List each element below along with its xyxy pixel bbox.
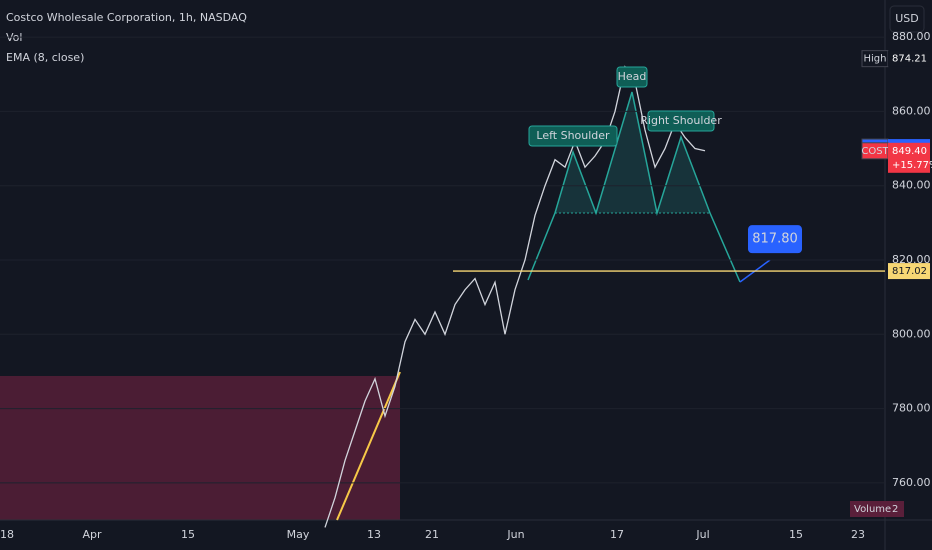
volume-label: Volume (854, 504, 891, 515)
tag-name: COST (861, 146, 889, 157)
x-tick-label: 18 (0, 528, 14, 541)
target-label: 817.80 (752, 232, 798, 247)
y-tick-label: 820.00 (892, 253, 931, 266)
price-tag-label: 849.40 (892, 146, 927, 157)
price-tag (888, 263, 930, 280)
y-tick-label: 800.00 (892, 327, 931, 340)
target-box (748, 225, 802, 254)
annotation: Head (618, 70, 647, 83)
currency-box[interactable] (889, 5, 925, 33)
trend-line (336, 371, 401, 521)
x-tick-label: Jul (695, 528, 709, 541)
price-tag (888, 50, 930, 67)
y-tick-label: 760.00 (892, 476, 931, 489)
pattern (555, 152, 596, 213)
y-tick-label: 840.00 (892, 179, 931, 192)
annotation-box (616, 66, 648, 88)
y-tick-label: 780.00 (892, 402, 931, 415)
ema: EMA (8, close) (6, 51, 84, 64)
x-tick-label: May (287, 528, 310, 541)
price-tag-label: 817.02 (892, 266, 927, 277)
x-tick-label: 17 (610, 528, 624, 541)
x-tick-label: Apr (82, 528, 102, 541)
volume-count: 2 (892, 504, 898, 515)
x-tick-label: 23 (851, 528, 865, 541)
x-tick-label: 21 (425, 528, 439, 541)
currency[interactable]: USD (895, 12, 919, 25)
price-tag-label: 874.21 (892, 54, 927, 65)
x-tick-label: 15 (789, 528, 803, 541)
price-line (324, 65, 706, 528)
annotation-box (528, 125, 618, 147)
price-change: +15.77% (892, 160, 932, 171)
pattern-line (527, 91, 741, 283)
annotation: Right Shoulder (640, 114, 722, 127)
annotation-box (647, 110, 715, 132)
y-tick-label: 860.00 (892, 104, 931, 117)
pattern (657, 137, 710, 213)
price-tag (888, 142, 930, 173)
zone (0, 376, 400, 520)
y-tick-label: 880.00 (892, 30, 931, 43)
x-tick-label: 13 (367, 528, 381, 541)
annotation: Left Shoulder (536, 129, 610, 142)
tag-name: High (864, 54, 887, 65)
pattern (596, 92, 657, 213)
x-tick-label: 15 (181, 528, 195, 541)
volume-box (850, 501, 904, 517)
x-tick-label: Jun (506, 528, 524, 541)
symbol: Costco Wholesale Corporation, 1h, NASDAQ (6, 11, 247, 24)
